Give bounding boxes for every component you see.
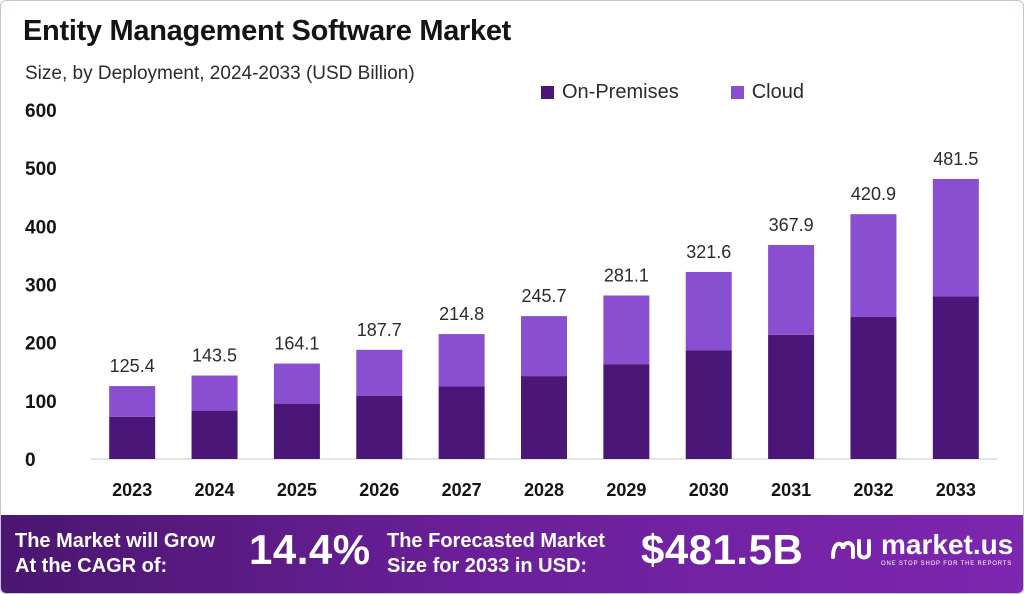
bar-cloud [438,334,485,387]
legend-label-cloud: Cloud [751,81,804,103]
x-tick-label: 2023 [112,480,152,500]
x-tick-label: 2030 [689,480,729,500]
footer-forecast-value: $481.5B [641,526,804,573]
chart-subtitle: Size, by Deployment, 2024-2033 (USD Bill… [25,63,415,84]
y-tick-label: 600 [25,101,57,122]
x-tick-label: 2028 [524,480,564,500]
footer-grow-text: The Market will Grow At the CAGR of: [15,529,215,579]
bar-on-premises [685,350,732,459]
logo-tagline: ONE STOP SHOP FOR THE REPORTS [881,561,1013,567]
x-tick-label: 2025 [277,480,317,500]
logo-text: market.us [881,529,1014,560]
y-tick-label: 0 [25,450,36,471]
bar-on-premises [273,403,320,459]
bar-total-label: 214.8 [439,304,484,324]
x-tick-label: 2032 [853,480,893,500]
legend-label-on-premises: On-Premises [562,81,679,103]
market-us-logo: market.us ONE STOP SHOP FOR THE REPORTS [829,531,1013,567]
bar-total-label: 420.9 [851,184,896,204]
bar-cloud [768,245,815,335]
bar-total-label: 125.4 [110,356,155,376]
bar-on-premises [109,416,156,459]
legend-item-on-premises: On-Premises [541,81,679,104]
bar-total-label: 187.7 [357,320,402,340]
footer-cagr-value: 14.4% [249,526,371,573]
bar-cloud [273,363,320,404]
bar-cloud [109,386,156,417]
bar-on-premises [932,296,979,459]
footer-grow-line2: At the CAGR of: [15,555,168,577]
bar-total-label: 245.7 [521,286,566,306]
legend-swatch-on-premises [541,86,554,99]
bar-on-premises [521,376,567,459]
footer-forecast-text: The Forecasted Market Size for 2033 in U… [387,529,605,579]
bar-total-label: 321.6 [686,242,731,262]
footer-forecast-line1: The Forecasted Market [387,530,605,552]
y-tick-label: 100 [25,392,57,413]
chart-title: Entity Management Software Market [23,15,512,47]
bar-cloud [521,316,567,377]
chart-legend: On-Premises Cloud [541,81,804,104]
y-tick-label: 500 [25,159,57,180]
bar-on-premises [850,317,897,459]
bar-cloud [850,214,897,318]
bar-on-premises [356,395,403,459]
bar-on-premises [603,364,650,459]
x-tick-label: 2033 [936,480,976,500]
bar-total-label: 367.9 [769,215,814,235]
x-tick-label: 2031 [771,480,811,500]
bar-cloud [685,271,732,351]
legend-swatch-cloud [730,86,744,99]
x-tick-label: 2024 [195,480,235,500]
footer-grow-line1: The Market will Grow [15,530,216,552]
bar-cloud [191,375,238,411]
footer-banner: The Market will Grow At the CAGR of: 14.… [1,515,1023,593]
bar-cloud [356,349,403,396]
market-us-logo-icon [831,539,871,560]
legend-item-cloud: Cloud [730,81,804,104]
y-tick-label: 200 [25,334,57,355]
bar-cloud [932,178,979,297]
bar-total-label: 164.1 [274,334,319,354]
bar-cloud [603,295,650,365]
y-tick-label: 300 [25,276,57,297]
bar-on-premises [438,386,485,459]
bar-total-label: 281.1 [604,265,649,285]
footer-forecast-line2: Size for 2033 in USD: [387,555,588,577]
bar-total-label: 481.5 [933,149,978,169]
bar-total-label: 143.5 [192,346,237,366]
bar-on-premises [191,410,238,459]
stacked-bar-chart: 0 100 200 300 400 500 600 125.4 2023 143.5 2024 164… [25,101,997,500]
bar-on-premises [768,334,815,459]
x-tick-label: 2027 [442,480,482,500]
x-tick-label: 2029 [606,480,646,500]
y-tick-label: 400 [25,217,57,238]
x-tick-label: 2026 [359,480,399,500]
